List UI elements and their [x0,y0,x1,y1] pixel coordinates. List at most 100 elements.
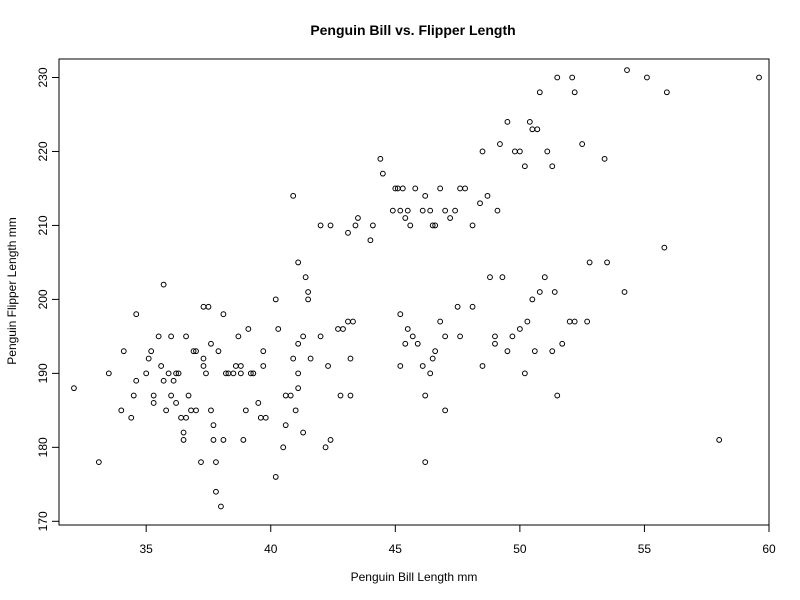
data-point [551,289,558,295]
data-point [554,392,561,399]
data-point [242,407,249,414]
data-point [128,414,135,421]
data-point [280,444,287,451]
data-point [427,207,434,214]
data-point [477,200,483,207]
data-point [282,392,289,399]
data-point [624,67,630,73]
data-point [245,326,252,332]
data-point [621,289,628,295]
data-point [462,185,468,192]
data-point [305,296,312,303]
data-point [275,326,282,332]
data-point [327,222,334,229]
data-point [604,259,610,266]
data-point [663,89,670,96]
data-point [355,215,361,221]
data-point [389,207,396,214]
y-tick-label: 190 [36,363,50,383]
data-point [536,89,543,96]
data-point [145,355,152,362]
data-point [232,363,239,369]
x-tick-label: 60 [762,542,776,556]
data-point [183,414,189,421]
data-point [325,363,331,369]
data-point [208,340,214,347]
data-point [198,459,204,466]
data-point [210,437,217,443]
data-point [160,281,167,288]
data-point [499,274,506,281]
data-point [367,237,374,244]
y-tick-label: 170 [36,511,50,531]
data-point [317,222,324,229]
data-point [295,370,302,377]
data-point [469,222,476,229]
data-point [173,370,179,377]
y-axis-label: Penguin Flipper Length mm [5,217,19,365]
data-point [661,244,668,251]
data-point [150,400,157,406]
data-point [347,392,354,399]
data-point [516,326,523,332]
data-point [644,74,650,81]
data-point [497,141,503,147]
data-point [287,392,294,399]
data-point [442,207,449,214]
data-point [601,155,608,162]
data-point [454,303,461,310]
data-point [307,355,314,362]
data-point [165,370,172,377]
data-point [133,311,140,318]
data-point [305,289,312,295]
data-point [487,274,493,281]
data-point [379,170,386,177]
data-point [402,215,409,221]
data-point [220,437,227,443]
data-point [205,303,212,310]
data-point [337,392,344,399]
data-point [71,385,77,392]
data-point [407,222,414,229]
data-point [95,459,102,466]
data-point [392,185,399,192]
data-point [180,429,187,436]
data-point [295,385,302,392]
data-point [511,148,518,155]
data-point [397,311,404,318]
data-point [235,333,242,340]
data-point [579,141,586,147]
x-tick-label: 35 [140,542,154,556]
data-point [180,437,187,443]
data-point [282,422,289,429]
data-point [210,422,217,429]
y-tick-label: 230 [36,67,50,87]
data-point [479,148,486,155]
data-point [130,392,137,399]
data-point [571,89,578,96]
data-point [295,259,302,266]
data-point [155,333,162,340]
data-point [190,348,197,355]
data-point [133,377,140,384]
data-point [531,348,538,355]
data-point [566,318,573,325]
x-tick-label: 55 [638,542,652,556]
data-point [340,326,346,332]
data-point [193,348,199,355]
data-point [302,274,309,281]
data-point [203,370,209,377]
data-point [300,429,307,436]
data-point [120,348,127,355]
data-point [432,222,439,229]
x-tick-label: 40 [264,542,278,556]
data-point [429,355,436,362]
data-point [494,207,501,214]
data-point [150,392,157,399]
x-tick-label: 50 [513,542,527,556]
data-point [716,437,723,443]
y-tick-label: 210 [36,215,50,235]
data-point [260,348,267,355]
data-point [250,370,257,377]
